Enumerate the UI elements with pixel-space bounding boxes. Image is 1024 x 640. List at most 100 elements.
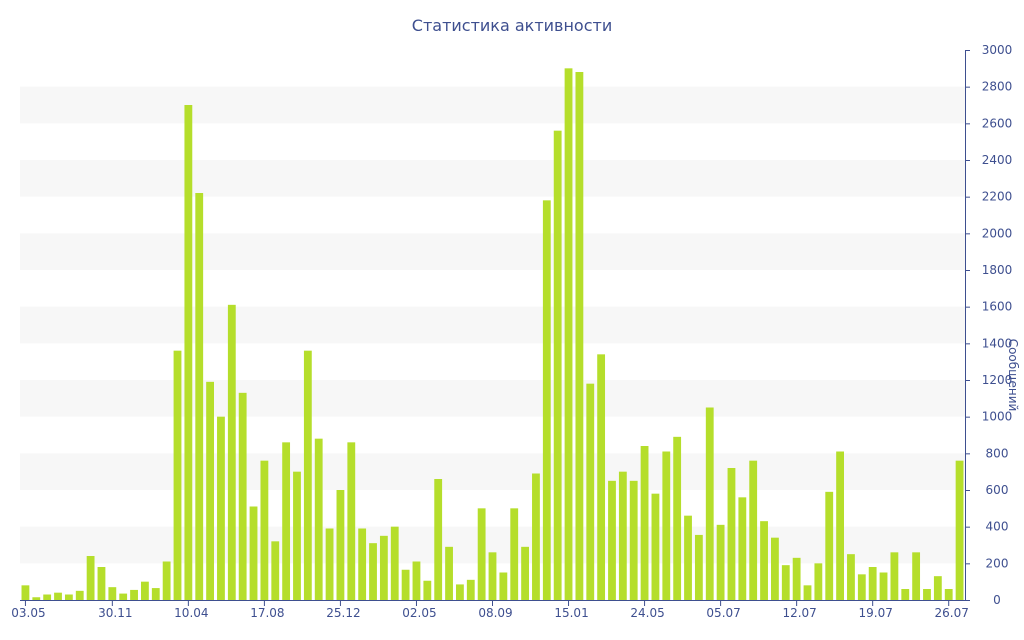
bar [792,557,801,600]
y-tick-label: 1200 [982,373,1013,387]
bar [836,451,844,600]
chart-title: Статистика активности [412,16,612,35]
grid-band [20,306,965,344]
bar [532,473,540,600]
grid-band [20,380,965,417]
bar [456,584,464,600]
bar [54,592,62,600]
x-tick-label: 10.04 [174,606,208,620]
bar [879,572,888,600]
x-tick-label: 24.05 [630,606,664,620]
bar [923,589,931,600]
y-tick-label: 800 [986,446,1009,460]
x-tick-label: 15.01 [554,606,588,620]
bar [890,552,899,600]
bar [260,460,269,600]
bar [727,468,736,600]
bar [336,490,345,600]
x-tick-label: 03.05 [11,606,45,620]
bar [618,471,627,600]
bar [857,574,866,600]
bar [64,594,73,600]
bar [608,480,616,600]
bar [401,569,410,600]
bar [597,354,606,600]
bar [738,497,747,600]
y-tick-label: 2200 [982,190,1013,204]
y-tick-label: 400 [986,520,1009,534]
bar [749,460,758,600]
bar [43,594,52,600]
bar [412,561,421,600]
bar [97,567,106,600]
y-tick-label: 2400 [982,153,1013,167]
bar [488,552,497,600]
bar [325,528,334,600]
bar [184,105,193,600]
bar [32,597,41,600]
bar [629,480,638,600]
y-tick-label: 2000 [982,226,1013,240]
bar [217,416,225,600]
bar [249,506,258,600]
bar [542,200,551,601]
y-tick-label: 3000 [982,43,1013,57]
bar [347,442,356,600]
bar [130,589,138,600]
y-tick-label: 1800 [982,263,1013,277]
bar-series [21,68,964,601]
y-tick-label: 2600 [982,116,1013,130]
bar [564,68,573,601]
bar [694,534,703,600]
bar [705,407,714,600]
x-tick-label: 30.11 [98,606,132,620]
bar [716,524,725,600]
bar [575,72,584,600]
grid-band [20,86,965,124]
bar [303,350,312,600]
bar [271,541,280,600]
y-tick-label: 1000 [982,410,1013,424]
bar [358,528,367,600]
bar [662,451,671,600]
grid-band [20,233,965,270]
grid-bands [20,86,965,564]
x-tick-label: 17.08 [250,606,284,620]
bar [86,556,95,600]
bar [379,535,388,600]
bar [684,515,692,600]
bar [423,580,432,600]
bar [238,392,247,600]
x-tick-label: 12.07 [782,606,816,620]
bar [640,446,649,600]
y-axis-title: Сообщений [1006,339,1020,412]
bar [912,552,921,600]
y-tick-label: 200 [986,556,1009,570]
bar [206,381,214,600]
x-tick-label: 08.09 [478,606,512,620]
x-axis-ticks: 03.05 30.11 10.04 17.08 25.12 02.05 08.09 15.01… [11,600,969,620]
bar [944,589,953,600]
bar [141,581,149,600]
x-tick-label: 19.07 [858,606,892,620]
grid-band [20,453,965,490]
bar [293,471,301,600]
bar [553,130,562,600]
bar [586,383,595,600]
bar [803,585,812,600]
bar [760,521,768,600]
bar [868,567,877,600]
bar [108,587,117,600]
bar [521,546,529,600]
bar [466,579,475,600]
bar [847,554,855,600]
bar [314,438,323,600]
bar [673,436,682,600]
bar [390,526,399,600]
bar [445,546,453,600]
bar [227,304,236,600]
bar [499,572,508,600]
bar [119,593,128,600]
bar [901,589,910,600]
